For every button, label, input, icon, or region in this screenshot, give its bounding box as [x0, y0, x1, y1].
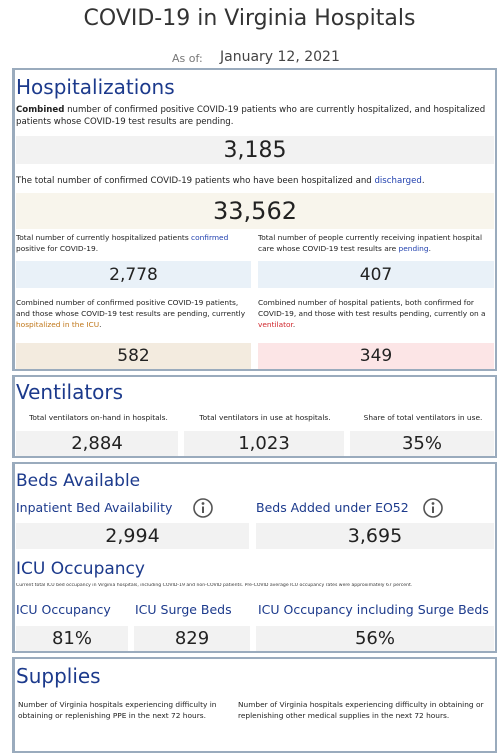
ventilators-panel [12, 375, 497, 458]
info-icon[interactable] [422, 497, 444, 519]
value-box: 582 [16, 343, 251, 369]
label: Total ventilators in use at hospitals. [199, 413, 331, 422]
value-box: 3,185 [16, 136, 494, 164]
text: pending [398, 244, 429, 253]
description: The total number of confirmed COVID-19 p… [16, 175, 491, 187]
text: Total number of people currently receivi… [258, 233, 483, 253]
value-box: 81% [16, 626, 128, 651]
value-box: 2,778 [16, 261, 251, 288]
label: Number of Virginia hospitals experiencin… [18, 700, 217, 720]
value-box: 1,023 [184, 431, 344, 456]
description: Combined number of confirmed positive CO… [16, 104, 491, 128]
beds-panel [12, 462, 497, 653]
section-heading: Beds Available [16, 471, 141, 491]
text: . [421, 176, 425, 186]
as-of-date: January 12, 2021 [220, 49, 340, 65]
section-heading: Hospitalizations [16, 75, 175, 99]
info-icon[interactable] [192, 497, 214, 519]
supplies-panel [12, 657, 497, 753]
value-box: 2,994 [16, 523, 249, 549]
value-box: 35% [350, 431, 494, 456]
text: positive for COVID-19. [16, 244, 99, 253]
description: Total number of people currently receivi… [258, 232, 493, 254]
text: The total number of confirmed COVID-19 p… [16, 176, 375, 186]
text: . [99, 320, 102, 329]
text: Combined [16, 105, 65, 115]
text: Combined number of hospital patients, bo… [258, 298, 486, 318]
label: Total ventilators on-hand in hospitals. [29, 413, 168, 422]
description: Total number of currently hospitalized p… [16, 232, 246, 254]
text: . [428, 244, 431, 253]
text: Combined number of confirmed positive CO… [16, 298, 246, 318]
section-heading: Ventilators [16, 380, 124, 404]
text: confirmed [191, 233, 229, 242]
value-box: 3,695 [256, 523, 494, 549]
label: ICU Surge Beds [135, 602, 232, 617]
text: hospitalized in the ICU [16, 320, 100, 329]
value-box: 407 [258, 261, 494, 288]
value-box: 829 [134, 626, 250, 651]
label: ICU Occupancy including Surge Beds [258, 602, 489, 617]
value-box: 2,884 [16, 431, 178, 456]
title: COVID-19 in Virginia Hospitals [83, 6, 416, 31]
label: ICU Occupancy [16, 602, 111, 617]
description: Combined number of hospital patients, bo… [258, 297, 494, 330]
hospitalizations-panel [12, 68, 497, 371]
text: number of confirmed positive COVID-19 pa… [16, 105, 486, 127]
text: Total number of currently hospitalized p… [16, 233, 192, 242]
value-box: 56% [256, 626, 494, 651]
label: Inpatient Bed Availability [16, 500, 173, 515]
label: Share of total ventilators in use. [363, 413, 483, 422]
label: Beds Added under EO52 [256, 500, 409, 515]
as-of-label: As of: [172, 52, 203, 65]
value-box: 33,562 [16, 193, 494, 229]
section-heading: ICU Occupancy [16, 559, 145, 579]
text: ventilator [258, 320, 293, 329]
value-box: 349 [258, 343, 494, 369]
description: Combined number of confirmed positive CO… [16, 297, 252, 330]
label: Number of Virginia hospitals experiencin… [238, 700, 484, 720]
text: discharged [374, 176, 422, 186]
note: Current total ICU bed occupancy in Virgi… [16, 583, 413, 588]
text: . [292, 320, 296, 329]
section-heading: Supplies [16, 664, 101, 688]
